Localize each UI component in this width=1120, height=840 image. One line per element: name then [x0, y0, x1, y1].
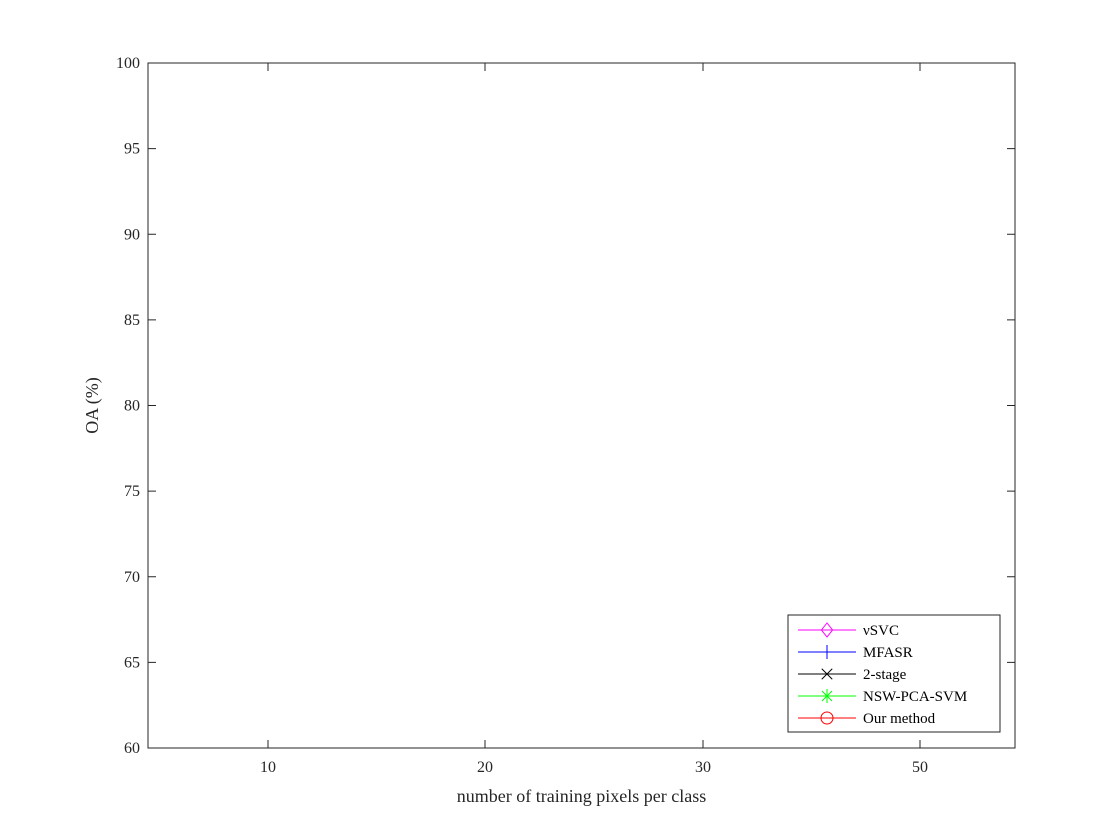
- asterisk-marker: [820, 689, 834, 703]
- y-axis-title: OA (%): [82, 377, 103, 434]
- legend-label: 2-stage: [863, 667, 907, 683]
- circle-marker: [820, 711, 834, 725]
- x-tick-label: 30: [695, 759, 711, 776]
- legend-item: Our method: [798, 711, 936, 727]
- y-tick-label: 85: [124, 312, 140, 329]
- y-tick-label: 95: [124, 141, 140, 158]
- asterisk-marker-b: [821, 690, 833, 702]
- legend-label: νSVC: [863, 623, 899, 639]
- cross-marker-b: [821, 668, 833, 680]
- cross-marker: [821, 668, 833, 680]
- x-tick-label: 50: [912, 759, 928, 776]
- y-tick-label: 90: [124, 226, 140, 243]
- y-tick-label: 75: [124, 483, 140, 500]
- legend-item: NSW-PCA-SVM: [798, 689, 967, 705]
- plus-marker: [820, 645, 834, 659]
- y-tick-label: 80: [124, 398, 140, 415]
- y-tick-label: 70: [124, 569, 140, 586]
- legend: νSVC MFASR 2-stage NSW-PCA-SVM Our method: [787, 614, 1001, 733]
- legend-item: MFASR: [798, 645, 913, 661]
- legend-label: NSW-PCA-SVM: [863, 689, 967, 705]
- legend-item: νSVC: [798, 622, 899, 639]
- y-tick-label: 65: [124, 654, 140, 671]
- x-tick-label: 20: [477, 759, 493, 776]
- y-tick-label: 100: [116, 55, 140, 72]
- legend-label: MFASR: [863, 645, 913, 661]
- legend-item: 2-stage: [798, 667, 907, 683]
- y-tick-label: 60: [124, 740, 140, 757]
- x-tick-label: 10: [260, 759, 276, 776]
- legend-label: Our method: [863, 711, 936, 727]
- x-axis-title: number of training pixels per class: [457, 786, 706, 806]
- diamond-marker: [820, 622, 834, 638]
